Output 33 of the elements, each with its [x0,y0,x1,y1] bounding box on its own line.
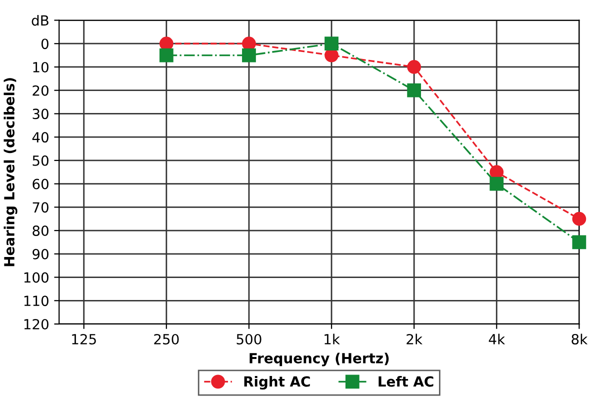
x-tick-label: 1k [324,334,340,344]
y-tick-label: 90 [32,248,48,260]
x-tick-label: 500 [236,334,262,344]
point [572,235,586,250]
y-tick-label: 60 [32,178,48,190]
point [407,60,422,74]
x-axis-title: Frequency (Hertz) [250,352,389,366]
y-tick-label: 70 [32,202,48,213]
y-tick-label: 110 [24,296,48,306]
x-tick-label: 2k [406,334,422,344]
y-tick-label: 20 [32,85,48,96]
point [490,176,504,191]
y-tick-label: 40 [32,132,48,143]
y-tick-label: 80 [32,226,48,236]
y-axis-title: Hearing Level (decibels) [4,78,18,266]
point [242,48,256,62]
x-tick-label: 250 [154,334,179,344]
point [324,36,338,51]
y-tick-label: 0 [41,38,48,50]
y-tick-label: 50 [32,155,48,166]
x-tick-label: 125 [72,334,96,344]
y-tick-label: 10 [33,62,48,72]
legend-label: Left AC [378,376,434,387]
y-tick-label: 100 [24,272,48,283]
y-tick-label: 30 [32,108,48,120]
y-tick-label: dB [32,14,48,26]
x-tick-label: 4k [488,334,506,344]
x-tick-label: 8k [572,334,588,344]
point [159,48,174,62]
y-tick-label: 120 [24,318,48,330]
point [407,83,422,98]
point [572,212,586,226]
legend-label: Right AC [244,376,310,390]
